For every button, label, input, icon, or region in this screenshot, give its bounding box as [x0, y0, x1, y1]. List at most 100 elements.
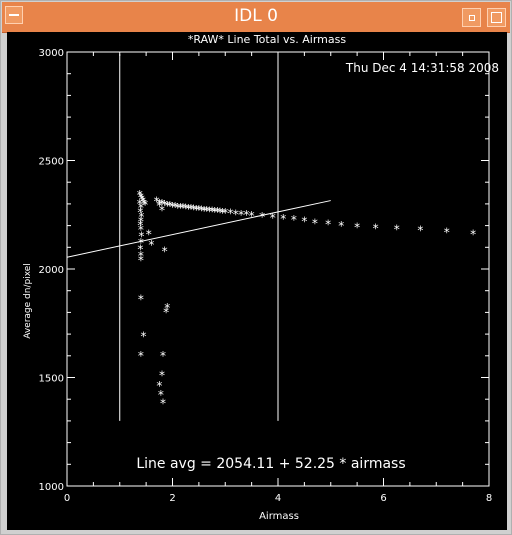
data-point: * — [138, 253, 144, 267]
data-point: * — [138, 201, 144, 215]
data-point: * — [140, 195, 146, 209]
data-point: * — [338, 219, 344, 233]
data-point: * — [162, 198, 168, 212]
data-point: * — [156, 379, 162, 393]
data-point: * — [138, 349, 144, 363]
data-point: * — [146, 227, 152, 241]
data-point: * — [193, 203, 199, 217]
data-point: * — [394, 223, 400, 237]
maximize-icon — [491, 12, 502, 23]
data-point: * — [159, 197, 165, 211]
data-point: * — [180, 201, 186, 215]
data-point: * — [172, 200, 178, 214]
data-point: * — [196, 203, 202, 217]
data-point: * — [354, 220, 360, 234]
data-point: * — [228, 207, 234, 221]
plot-axes: 0 2 4 6 8 1000 1500 2000 2500 3000 — [39, 48, 493, 504]
y-tick-label: 2000 — [39, 265, 64, 276]
x-tick-label: 8 — [486, 493, 492, 504]
data-point: * — [138, 190, 144, 204]
window-title: IDL 0 — [234, 6, 278, 26]
data-point: * — [220, 206, 226, 220]
plot-marks: ****************************************… — [66, 54, 476, 421]
data-point: * — [199, 203, 205, 217]
data-point: * — [417, 224, 423, 238]
data-point: * — [325, 218, 331, 232]
data-point: * — [138, 210, 144, 224]
data-point: * — [243, 208, 249, 222]
y-tick-label: 3000 — [39, 48, 64, 59]
data-point: * — [140, 329, 146, 343]
data-point: * — [158, 388, 164, 402]
title-bar[interactable]: IDL 0 — [2, 2, 510, 33]
data-point: * — [217, 206, 223, 220]
data-point: * — [206, 204, 212, 218]
data-point: * — [188, 202, 194, 216]
data-point: * — [138, 236, 144, 250]
data-point: * — [138, 214, 144, 228]
maximize-button[interactable] — [487, 8, 506, 27]
plot-timestamp: Thu Dec 4 14:31:58 2008 — [345, 61, 499, 75]
menu-icon — [9, 14, 19, 16]
data-point: * — [175, 201, 181, 215]
data-point: * — [222, 206, 228, 220]
data-point: * — [160, 397, 166, 411]
scatter-plot: *RAW* Line Total vs. Airmass Thu Dec 4 1… — [23, 33, 499, 522]
data-point: * — [270, 211, 276, 225]
minimize-button[interactable] — [462, 8, 481, 27]
data-point: * — [148, 238, 154, 252]
data-point: * — [291, 213, 297, 227]
x-tick-label: 0 — [64, 493, 70, 504]
window-menu-button[interactable] — [5, 6, 23, 24]
data-point: * — [160, 349, 166, 363]
x-tick-label: 6 — [380, 493, 386, 504]
data-point: * — [154, 195, 160, 209]
data-point: * — [137, 188, 143, 202]
data-point: * — [301, 214, 307, 228]
y-tick-label: 1000 — [39, 482, 64, 493]
data-point: * — [214, 205, 220, 219]
minimize-icon — [469, 15, 475, 21]
data-point: * — [159, 368, 165, 382]
data-point: * — [201, 204, 207, 218]
data-point: * — [212, 205, 218, 219]
y-tick-label: 1500 — [39, 374, 64, 385]
data-point: * — [159, 203, 165, 217]
data-point: * — [204, 204, 210, 218]
data-point: * — [138, 229, 144, 243]
data-point: * — [156, 199, 162, 213]
x-tick-label: 2 — [169, 493, 175, 504]
data-point: * — [156, 197, 162, 211]
data-point: * — [185, 202, 191, 216]
data-point: * — [138, 249, 144, 263]
data-point: * — [167, 199, 173, 213]
data-point: * — [162, 245, 168, 259]
data-point: * — [163, 305, 169, 319]
data-point: * — [470, 228, 476, 242]
data-point: * — [373, 221, 379, 235]
data-point: * — [138, 292, 144, 306]
data-point: * — [233, 207, 239, 221]
data-point: * — [141, 197, 147, 211]
data-point: * — [164, 199, 170, 213]
data-point: * — [259, 210, 265, 224]
data-point: * — [164, 301, 170, 315]
x-axis-label: Airmass — [259, 511, 299, 522]
fit-equation: Line avg = 2054.11 + 52.25 * airmass — [136, 456, 405, 472]
data-point: * — [280, 212, 286, 226]
data-point: * — [139, 193, 145, 207]
data-point: * — [209, 204, 215, 218]
data-point: * — [137, 219, 143, 233]
data-point: * — [137, 197, 143, 211]
data-point: * — [142, 198, 148, 212]
plot-canvas: *RAW* Line Total vs. Airmass Thu Dec 4 1… — [7, 32, 507, 530]
data-point: * — [312, 216, 318, 230]
x-tick-label: 4 — [275, 493, 281, 504]
data-point: * — [170, 200, 176, 214]
data-point: * — [177, 201, 183, 215]
y-tick-label: 2500 — [39, 157, 64, 168]
data-point: * — [137, 242, 143, 256]
data-point: * — [238, 208, 244, 222]
data-point: * — [138, 223, 144, 237]
